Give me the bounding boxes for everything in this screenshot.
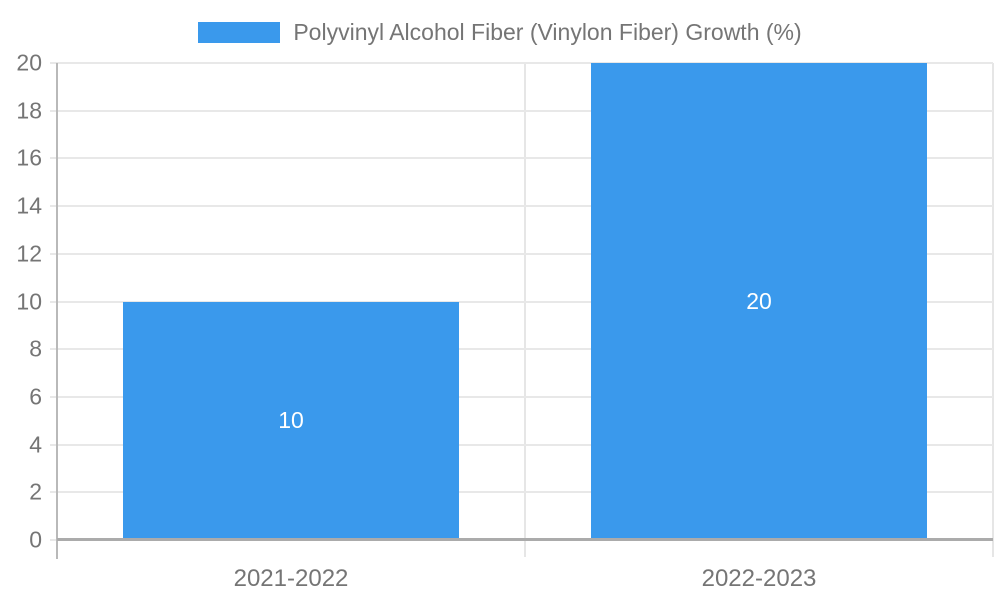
v-gridline	[524, 63, 526, 557]
plot-area: 0 2 4 6 8 10 12 14 16 18 20 10 2021-2022 20 2022-2023	[16, 51, 994, 591]
h-gridline	[50, 395, 993, 398]
h-gridline	[50, 205, 993, 208]
y-tick-label: 12	[16, 240, 42, 267]
y-tick-label: 18	[16, 97, 42, 124]
h-gridline	[50, 109, 993, 112]
y-tick-label: 0	[29, 526, 42, 553]
y-tick-label: 10	[16, 288, 42, 314]
y-tick-label: 16	[16, 144, 42, 171]
bar-2021-2022[interactable]: 10	[122, 301, 460, 540]
h-gridline	[50, 252, 993, 255]
h-gridline	[50, 443, 993, 446]
y-tick-label: 8	[29, 335, 42, 362]
legend-item[interactable]: Polyvinyl Alcohol Fiber (Vinylon Fiber) …	[0, 18, 1000, 45]
legend-label: Polyvinyl Alcohol Fiber (Vinylon Fiber) …	[293, 18, 802, 45]
x-tick-label: 2021-2022	[233, 565, 349, 592]
bar-2022-2023[interactable]: 20	[590, 63, 928, 540]
bar-value-label: 20	[746, 288, 772, 314]
y-tick-label: 20	[16, 49, 42, 76]
h-gridline	[50, 491, 993, 494]
y-axis-line	[56, 63, 58, 559]
x-axis-line	[57, 538, 993, 541]
h-gridline	[50, 300, 993, 303]
x-tick-label: 2022-2023	[701, 565, 817, 592]
h-gridline	[50, 62, 993, 64]
y-tick-label: 14	[16, 192, 42, 219]
y-tick-label: 4	[29, 431, 42, 458]
bar-value-label: 10	[278, 407, 304, 434]
v-gridline	[992, 63, 994, 557]
legend-swatch	[198, 21, 281, 43]
y-tick-label: 6	[29, 383, 42, 410]
y-tick-label: 2	[29, 478, 42, 505]
h-gridline	[50, 348, 993, 351]
h-gridline	[50, 157, 993, 160]
